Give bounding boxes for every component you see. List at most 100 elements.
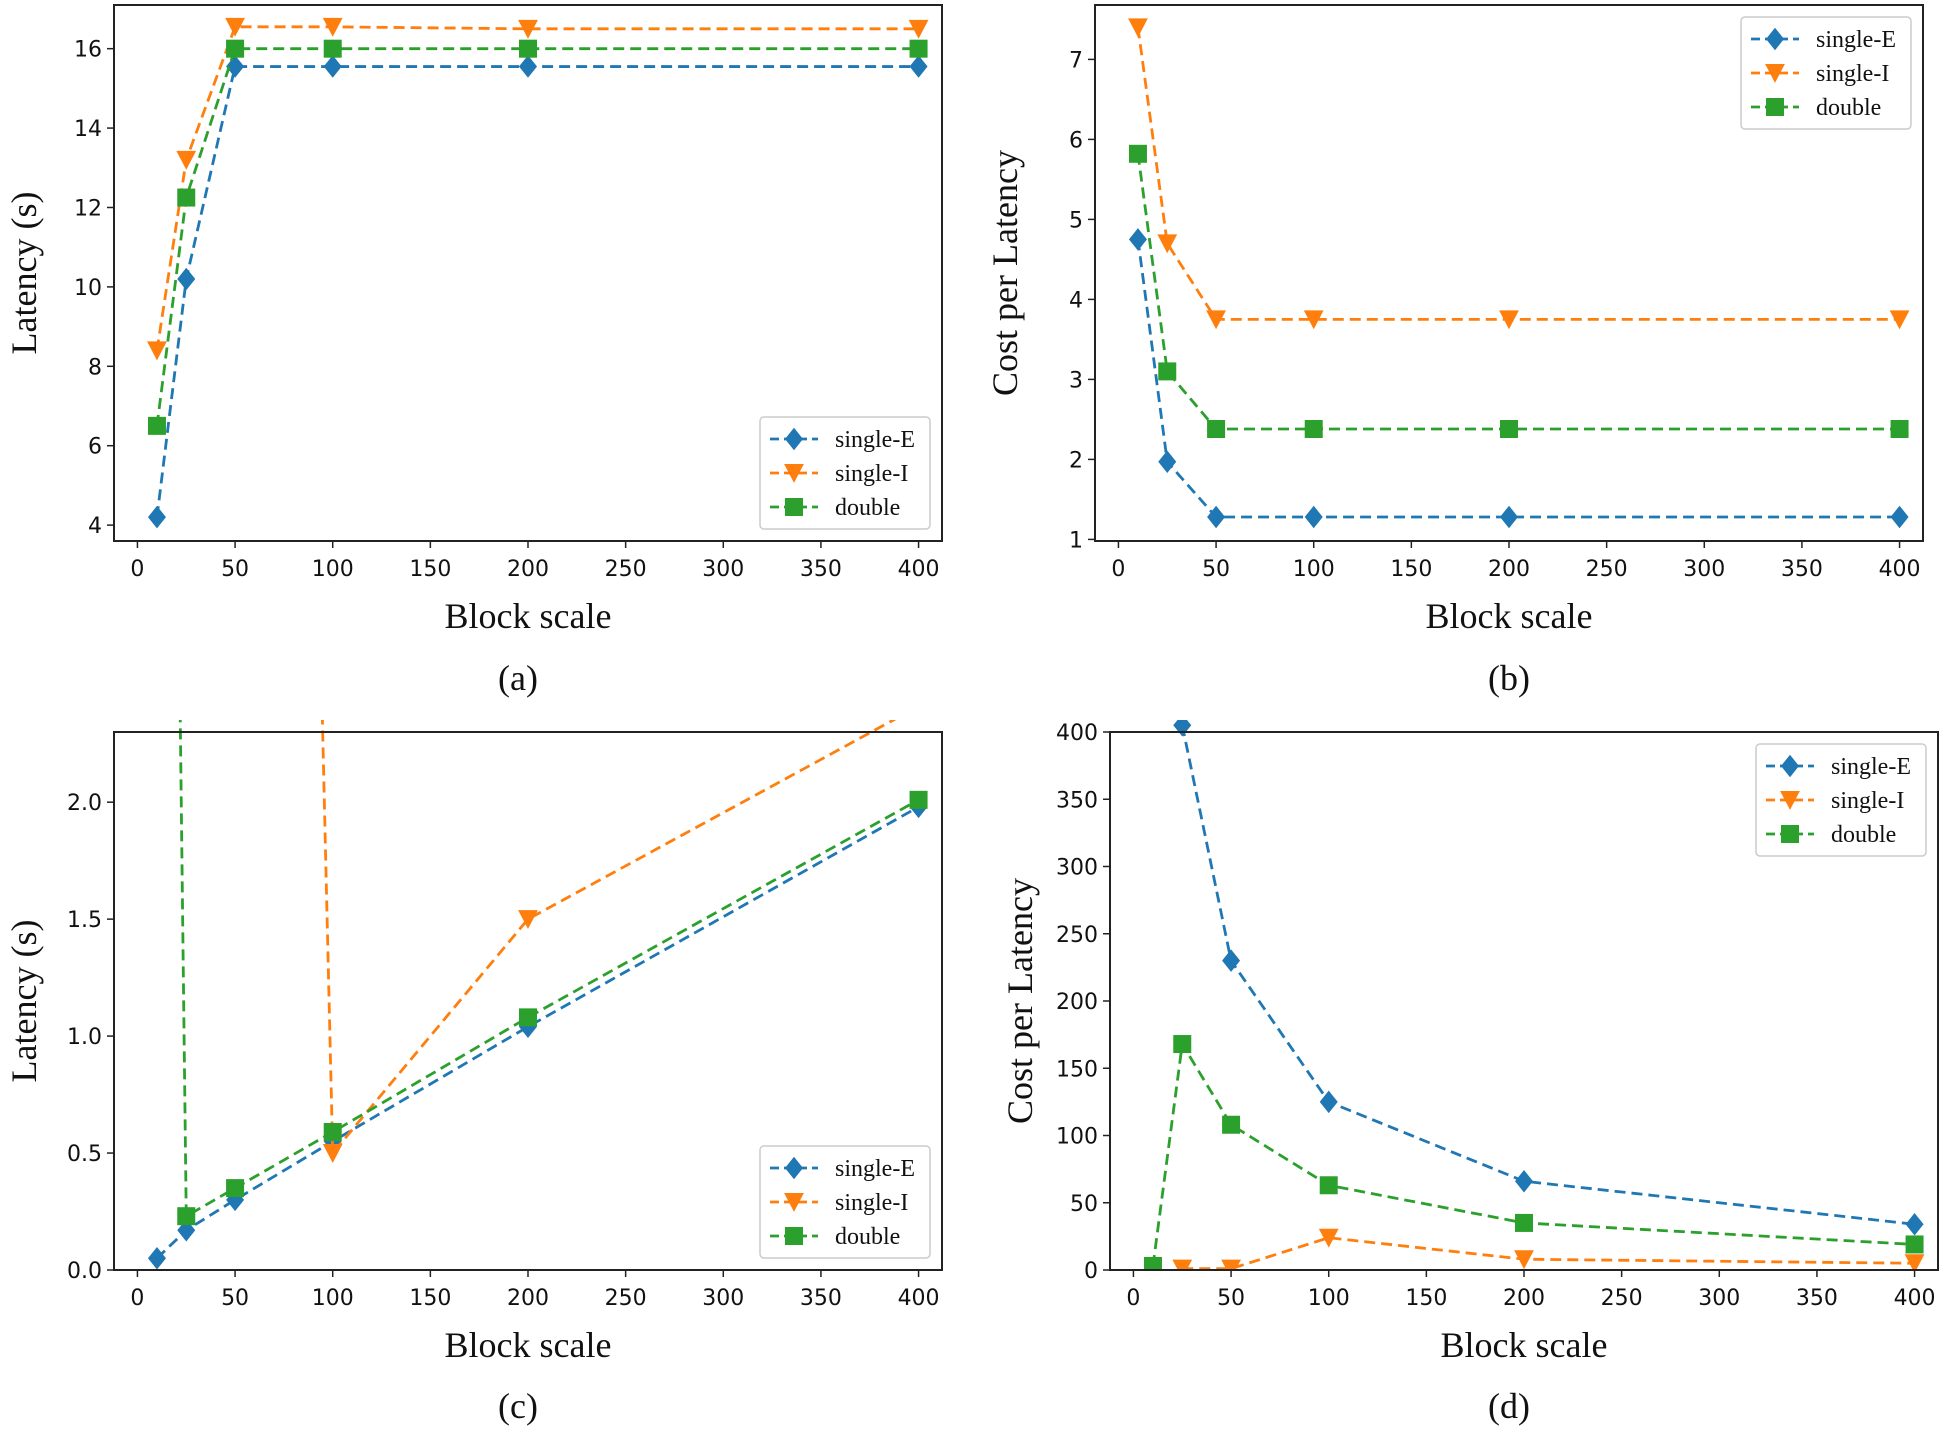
y-tick-label: 1 [1069,528,1083,553]
data-point-single-E [147,505,166,529]
x-tick-label: 150 [409,1286,451,1311]
legend-label: double [835,1224,900,1250]
x-tick-label: 100 [312,557,354,582]
plot-frame [113,731,943,1271]
data-point-double [1158,362,1177,381]
data-point-double [323,39,342,58]
x-tick-label: 300 [1683,557,1725,582]
x-tick-label: 200 [1503,1286,1545,1311]
data-point-single-E [1222,949,1241,972]
data-point-double [147,416,166,435]
legend: single-E single-I double [759,1145,931,1259]
x-tick-label: 400 [898,1286,940,1311]
legend: single-E single-I double [1755,743,1927,857]
data-point-single-E [1158,450,1177,474]
y-tick-label: 16 [74,38,102,63]
legend: single-E single-I double [1740,16,1912,130]
data-point-single-E [147,1247,166,1270]
data-point-single-I [518,910,538,930]
x-tick-label: 350 [800,557,842,582]
data-point-single-E [1515,1169,1533,1193]
legend-label: double [835,495,900,521]
data-point-single-E [1890,505,1909,529]
legend-label: double [1831,822,1896,848]
series-line-single-E [1136,239,1900,519]
data-point-single-E [1304,505,1323,529]
data-point-double [226,39,245,58]
data-point-single-I [1157,234,1178,254]
x-tick-label: 100 [312,1286,354,1311]
x-tick-label: 100 [1308,1286,1350,1311]
data-point-single-E [226,55,245,78]
x-tick-label: 150 [1390,557,1432,582]
y-tick-label: 5 [1069,208,1083,233]
series-single-E [1173,720,1924,1236]
x-tick-label: 250 [1586,557,1628,582]
legend: single-E single-I double [759,416,931,530]
x-axis-label: Block scale [445,596,612,636]
legend-marker-single-I [1765,64,1785,83]
y-tick-label: 1.5 [67,908,102,933]
x-tick-label: 200 [507,557,549,582]
legend-marker-single-E [785,1156,803,1180]
data-point-double [519,1008,537,1027]
x-tick-label: 150 [1405,1286,1447,1311]
y-tick-label: 6 [88,435,102,460]
x-tick-label: 300 [1698,1286,1740,1311]
x-tick-label: 350 [1796,1286,1838,1311]
y-tick-label: 150 [1056,1057,1098,1082]
x-tick-label: 50 [221,557,249,582]
panel-caption: (c) [498,1386,538,1426]
data-point-single-E [1207,505,1226,529]
y-axis-label: Cost per Latency [1000,878,1040,1124]
x-tick-label: 100 [1293,557,1335,582]
data-point-single-E [323,55,342,78]
x-tick-label: 350 [1781,557,1823,582]
series-line-double [1151,1039,1915,1267]
y-tick-label: 250 [1056,923,1098,948]
y-tick-label: 10 [74,276,102,301]
legend-marker-single-I [784,464,804,483]
y-tick-label: 12 [74,196,102,221]
data-point-single-E [1319,1090,1338,1114]
data-point-double [177,1207,196,1226]
data-point-double [1319,1176,1338,1195]
chart-panel-c: 0 50 100 150 200 250 300 350 400 0.0 0.5 1.0 1.5 2.0 s… [4,720,943,1426]
legend-label: single-I [1831,788,1904,814]
x-axis-label: Block scale [1441,1325,1608,1365]
y-tick-label: 1.0 [67,1025,102,1050]
legend-marker-double [1766,98,1784,116]
legend-label: single-E [835,1156,915,1182]
data-point-double [1222,1115,1241,1134]
data-point-single-I [1303,310,1324,330]
data-point-single-E [1173,720,1192,737]
panel-caption: (b) [1488,658,1530,698]
data-point-single-I [1318,1228,1339,1248]
x-tick-label: 250 [605,1286,647,1311]
x-tick-label: 300 [702,1286,744,1311]
legend-marker-single-E [1781,754,1799,778]
plot-frame [1094,4,1924,542]
y-tick-label: 0.0 [67,1259,102,1284]
data-point-single-I [322,1144,343,1163]
data-point-double [1515,1213,1533,1232]
x-tick-label: 50 [221,1286,249,1311]
x-tick-label: 200 [1488,557,1530,582]
x-tick-label: 400 [1879,557,1921,582]
y-tick-label: 50 [1070,1192,1098,1217]
legend-label: double [1816,95,1881,121]
legend-label: single-E [835,427,915,453]
data-point-double [519,39,537,58]
series-line-single-I [155,25,919,351]
series-line-single-I [1136,27,1900,321]
plot-frame [1109,731,1939,1271]
x-tick-label: 50 [1217,1286,1245,1311]
x-axis-label: Block scale [1426,596,1593,636]
legend-marker-single-E [785,427,803,451]
legend-label: single-E [1831,754,1911,780]
series-line-double [1136,153,1900,431]
legend-marker-single-I [1780,791,1800,810]
panel-caption: (a) [498,658,538,698]
legend-label: single-I [835,461,908,487]
